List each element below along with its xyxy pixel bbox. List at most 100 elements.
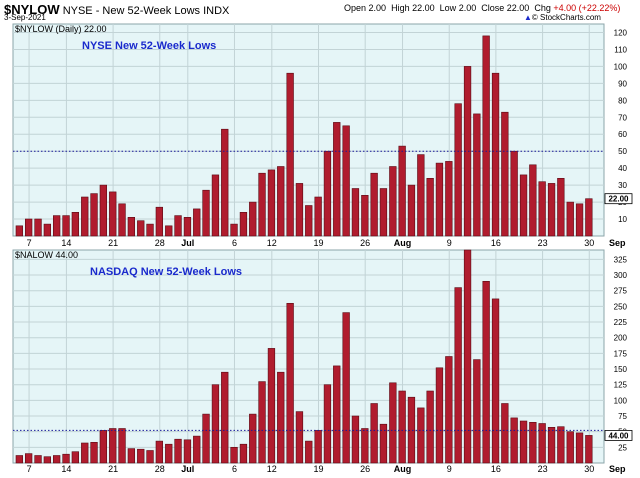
- x-tick-label: 28: [155, 464, 165, 474]
- x-tick-label: 23: [538, 238, 548, 248]
- x-tick-label: 19: [313, 238, 323, 248]
- bar: [193, 208, 201, 237]
- bar: [342, 125, 350, 237]
- bar: [547, 183, 556, 237]
- last-value-box: [604, 430, 633, 441]
- bar: [463, 66, 472, 237]
- bar: [501, 111, 509, 237]
- bar: [323, 150, 332, 237]
- bar: [323, 384, 332, 464]
- x-tick-label: 21: [108, 464, 118, 474]
- x-tick-label: Aug: [394, 238, 412, 248]
- bar: [454, 103, 462, 237]
- bar: [585, 435, 593, 464]
- bar: [491, 298, 500, 464]
- bar: [24, 218, 33, 237]
- x-tick-label: Sep: [609, 464, 626, 474]
- bar: [482, 280, 490, 464]
- bar: [193, 435, 201, 464]
- bar: [62, 453, 70, 464]
- bar: [258, 381, 266, 464]
- open-label: Open: [344, 3, 367, 13]
- bar: [81, 196, 89, 237]
- bar: [398, 145, 406, 237]
- stockcharts-logo[interactable]: ▲© StockCharts.com: [524, 13, 601, 22]
- x-tick-label: 14: [61, 238, 71, 248]
- x-tick-label: 30: [584, 238, 594, 248]
- bar: [249, 201, 257, 237]
- x-tick-label: 28: [155, 238, 165, 248]
- bar: [314, 430, 322, 464]
- symbol-title: $NYLOW NYSE - New 52-Week Lows INDX: [4, 2, 229, 17]
- bar: [183, 439, 192, 464]
- bar: [295, 183, 304, 237]
- close-value: 22.00: [506, 3, 530, 13]
- y-tick-label: 30: [618, 181, 627, 190]
- bar: [109, 191, 117, 237]
- bar: [463, 249, 472, 464]
- x-tick-label: 16: [491, 238, 501, 248]
- x-tick-label: 7: [27, 238, 32, 248]
- bar: [155, 206, 163, 237]
- y-tick-label: 275: [614, 287, 628, 296]
- y-tick-label: 120: [614, 28, 628, 37]
- x-tick-label: 9: [447, 238, 452, 248]
- bar: [286, 72, 294, 237]
- bar: [286, 302, 294, 464]
- bar: [510, 150, 518, 237]
- x-tick-label: 26: [360, 464, 370, 474]
- x-tick-label: 12: [267, 238, 277, 248]
- bar: [575, 203, 584, 237]
- bar: [211, 384, 220, 464]
- bar: [295, 411, 304, 464]
- bar: [221, 371, 229, 464]
- bar: [482, 35, 490, 237]
- bar: [557, 178, 565, 237]
- bar: [370, 403, 378, 464]
- bar: [510, 417, 518, 464]
- y-tick-label: 25: [618, 443, 627, 452]
- bar: [183, 217, 192, 237]
- y-tick-label: 125: [614, 381, 628, 390]
- bar: [351, 415, 360, 464]
- y-tick-label: 300: [614, 271, 628, 280]
- bar: [239, 443, 248, 464]
- bar: [398, 390, 406, 464]
- y-tick-label: 175: [614, 349, 628, 358]
- bar: [81, 442, 89, 464]
- bar: [389, 382, 397, 464]
- bar: [426, 390, 434, 464]
- x-tick-label: Jul: [181, 464, 194, 474]
- bar: [379, 423, 388, 464]
- bar: [24, 453, 33, 464]
- y-tick-label: 10: [618, 215, 627, 224]
- last-value-label: 22.00: [608, 195, 629, 204]
- logo-text: © StockCharts.com: [531, 13, 601, 22]
- symbol: $NYLOW: [4, 2, 60, 17]
- bar: [557, 426, 565, 464]
- bar: [202, 189, 210, 237]
- y-tick-label: 100: [614, 62, 628, 71]
- bar: [137, 220, 145, 237]
- bar: [333, 122, 341, 237]
- bar: [127, 217, 135, 237]
- bar: [277, 166, 285, 237]
- bar: [34, 218, 42, 237]
- bar: [566, 201, 574, 237]
- y-tick-label: 80: [618, 96, 627, 105]
- y-tick-label: 250: [614, 302, 628, 311]
- bar: [407, 396, 416, 464]
- bar: [165, 443, 173, 464]
- last-value-box: [604, 193, 633, 205]
- bar: [519, 174, 528, 237]
- bar: [314, 196, 322, 237]
- bar: [445, 161, 453, 237]
- y-tick-label: 325: [614, 255, 628, 264]
- y-tick-label: 100: [614, 396, 628, 405]
- x-tick-label: 12: [267, 464, 277, 474]
- x-tick-label: Aug: [394, 464, 412, 474]
- bar: [267, 348, 276, 464]
- panel-1-label: $NYLOW (Daily) 22.00: [15, 24, 107, 34]
- bar: [473, 113, 481, 237]
- x-tick-label: 6: [232, 238, 237, 248]
